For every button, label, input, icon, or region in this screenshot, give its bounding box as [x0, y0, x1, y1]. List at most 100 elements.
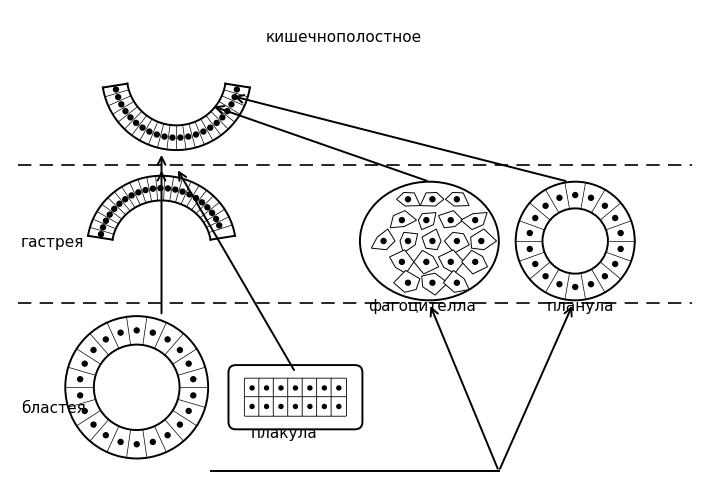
FancyBboxPatch shape — [273, 378, 289, 398]
Circle shape — [264, 386, 269, 390]
Circle shape — [229, 103, 234, 107]
Circle shape — [165, 186, 170, 192]
FancyBboxPatch shape — [288, 378, 303, 398]
Circle shape — [454, 281, 459, 286]
Circle shape — [225, 109, 230, 114]
Circle shape — [406, 239, 411, 244]
Circle shape — [308, 405, 312, 408]
FancyBboxPatch shape — [288, 397, 303, 416]
Circle shape — [91, 348, 96, 353]
Circle shape — [116, 95, 121, 100]
Circle shape — [134, 442, 139, 447]
Circle shape — [293, 386, 297, 390]
Circle shape — [293, 405, 297, 408]
FancyBboxPatch shape — [316, 378, 332, 398]
Circle shape — [134, 121, 138, 126]
Circle shape — [308, 386, 312, 390]
Text: кишечнополостное: кишечнополостное — [266, 30, 422, 45]
Circle shape — [424, 218, 429, 223]
Circle shape — [82, 362, 87, 366]
Circle shape — [91, 422, 96, 427]
Circle shape — [191, 393, 195, 398]
Circle shape — [618, 231, 623, 236]
Circle shape — [323, 405, 326, 408]
Polygon shape — [471, 229, 496, 250]
Circle shape — [234, 88, 239, 93]
Circle shape — [150, 187, 155, 192]
Circle shape — [186, 135, 191, 140]
Circle shape — [430, 281, 435, 286]
Circle shape — [406, 197, 411, 202]
Circle shape — [232, 95, 237, 100]
Circle shape — [205, 205, 209, 211]
Circle shape — [98, 232, 103, 237]
Polygon shape — [88, 176, 235, 240]
Text: планула: планула — [546, 299, 614, 314]
Circle shape — [101, 226, 105, 230]
Circle shape — [186, 408, 191, 414]
Circle shape — [158, 186, 163, 191]
Circle shape — [173, 188, 178, 193]
Circle shape — [533, 262, 538, 267]
Circle shape — [479, 239, 484, 244]
Circle shape — [129, 194, 134, 198]
Circle shape — [602, 204, 607, 209]
Circle shape — [613, 216, 618, 221]
Circle shape — [178, 136, 183, 141]
Circle shape — [201, 130, 206, 135]
Circle shape — [165, 337, 170, 342]
Circle shape — [170, 136, 175, 141]
Circle shape — [337, 386, 341, 390]
Text: фагоцителла: фагоцителла — [368, 299, 476, 314]
Circle shape — [454, 197, 459, 202]
FancyBboxPatch shape — [273, 397, 289, 416]
Circle shape — [618, 247, 623, 252]
Circle shape — [449, 218, 453, 223]
Circle shape — [117, 202, 122, 207]
Circle shape — [143, 188, 148, 193]
Circle shape — [214, 121, 219, 126]
Polygon shape — [396, 193, 420, 207]
Circle shape — [77, 377, 83, 382]
Ellipse shape — [94, 345, 179, 430]
Circle shape — [588, 282, 593, 287]
Polygon shape — [439, 250, 464, 274]
Circle shape — [136, 191, 141, 196]
Polygon shape — [371, 229, 395, 250]
FancyBboxPatch shape — [331, 378, 347, 398]
Polygon shape — [422, 229, 441, 250]
Polygon shape — [414, 251, 439, 274]
Circle shape — [573, 193, 578, 198]
Circle shape — [193, 196, 198, 201]
Circle shape — [103, 337, 108, 342]
Circle shape — [103, 219, 108, 224]
Circle shape — [449, 260, 453, 265]
Circle shape — [214, 217, 219, 222]
Ellipse shape — [516, 182, 635, 301]
Circle shape — [543, 204, 548, 209]
Circle shape — [103, 433, 108, 438]
Circle shape — [454, 239, 459, 244]
Circle shape — [430, 239, 435, 244]
Circle shape — [150, 331, 155, 335]
Circle shape — [119, 103, 124, 107]
Polygon shape — [462, 251, 487, 274]
Polygon shape — [444, 271, 469, 293]
Circle shape — [147, 130, 152, 135]
Circle shape — [323, 386, 326, 390]
Circle shape — [250, 405, 254, 408]
Circle shape — [527, 247, 532, 252]
Circle shape — [430, 197, 435, 202]
Circle shape — [399, 260, 404, 265]
Circle shape — [279, 386, 283, 390]
FancyBboxPatch shape — [331, 397, 347, 416]
Circle shape — [381, 239, 386, 244]
Circle shape — [118, 439, 123, 444]
Polygon shape — [422, 273, 448, 295]
FancyBboxPatch shape — [316, 397, 332, 416]
Text: бластея: бластея — [20, 400, 85, 415]
Circle shape — [150, 439, 155, 444]
Circle shape — [123, 197, 128, 202]
Circle shape — [123, 109, 128, 114]
Circle shape — [337, 405, 341, 408]
